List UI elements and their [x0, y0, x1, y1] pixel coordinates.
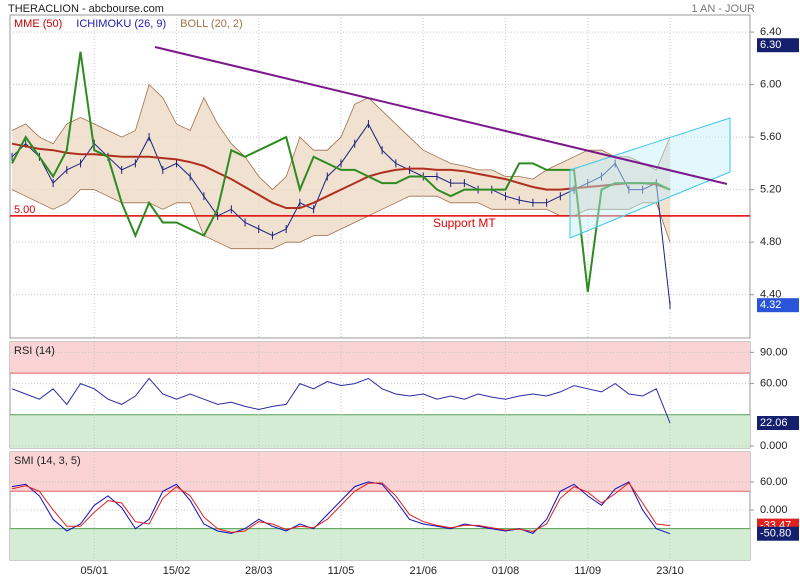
y-tick-label: 0.000: [760, 504, 788, 516]
legend-entry: ICHIMOKU (26, 9): [76, 18, 166, 30]
overbought-zone: [10, 342, 750, 374]
trend-channel: [569, 117, 731, 239]
x-tick-label: 11/09: [574, 565, 601, 577]
x-tick-label: 23/10: [656, 565, 684, 577]
panel-title: SMI (14, 3, 5): [14, 455, 81, 467]
series-line: [11, 142, 671, 209]
y-tick-label: 4.80: [760, 236, 781, 248]
header-title: THERACLION - abcbourse.com: [8, 3, 164, 15]
y-tick-label: 4.40: [760, 289, 781, 301]
y-tick-label: 5.20: [760, 184, 781, 196]
trend-line: [154, 46, 728, 185]
value-badge-label: 4.32: [760, 299, 781, 311]
overbought-zone: [10, 452, 750, 492]
x-tick-label: 21/06: [409, 565, 437, 577]
y-tick-label: 5.60: [760, 131, 781, 143]
series-line: [11, 377, 671, 424]
legend-entry: BOLL (20, 2): [180, 18, 243, 30]
y-tick-label: 6.00: [760, 78, 781, 90]
support-text: Support MT: [433, 216, 496, 230]
oversold-zone: [10, 414, 750, 448]
x-tick-label: 28/03: [245, 565, 273, 577]
y-tick-label: 6.40: [760, 26, 781, 38]
series-line: [11, 481, 671, 535]
support-value-label: 5.00: [14, 204, 35, 216]
bollinger-upper: [11, 83, 671, 191]
value-badge-label: 22.06: [760, 417, 788, 429]
value-badge-label: 6.30: [760, 39, 781, 51]
x-tick-label: 11/05: [328, 565, 355, 577]
value-badge-label: -50.80: [760, 528, 791, 540]
header-period: 1 AN - JOUR: [691, 3, 755, 15]
value-badge: [757, 298, 799, 313]
y-tick-label: 60.00: [760, 476, 788, 488]
y-tick-label: 90.00: [760, 346, 788, 358]
oversold-zone: [10, 528, 750, 560]
series-line: [11, 51, 671, 293]
value-badge: [757, 526, 799, 541]
panel-title: RSI (14): [14, 345, 55, 357]
x-tick-label: 15/02: [163, 565, 191, 577]
value-badge: [757, 38, 799, 53]
y-tick-label: 0.000: [760, 440, 788, 452]
series-line: [11, 482, 671, 533]
legend-entry: MME (50): [14, 18, 62, 30]
y-tick-label: 60.00: [760, 377, 788, 389]
x-tick-label: 01/08: [492, 565, 520, 577]
value-badge: [757, 415, 799, 430]
x-tick-label: 05/01: [80, 565, 108, 577]
